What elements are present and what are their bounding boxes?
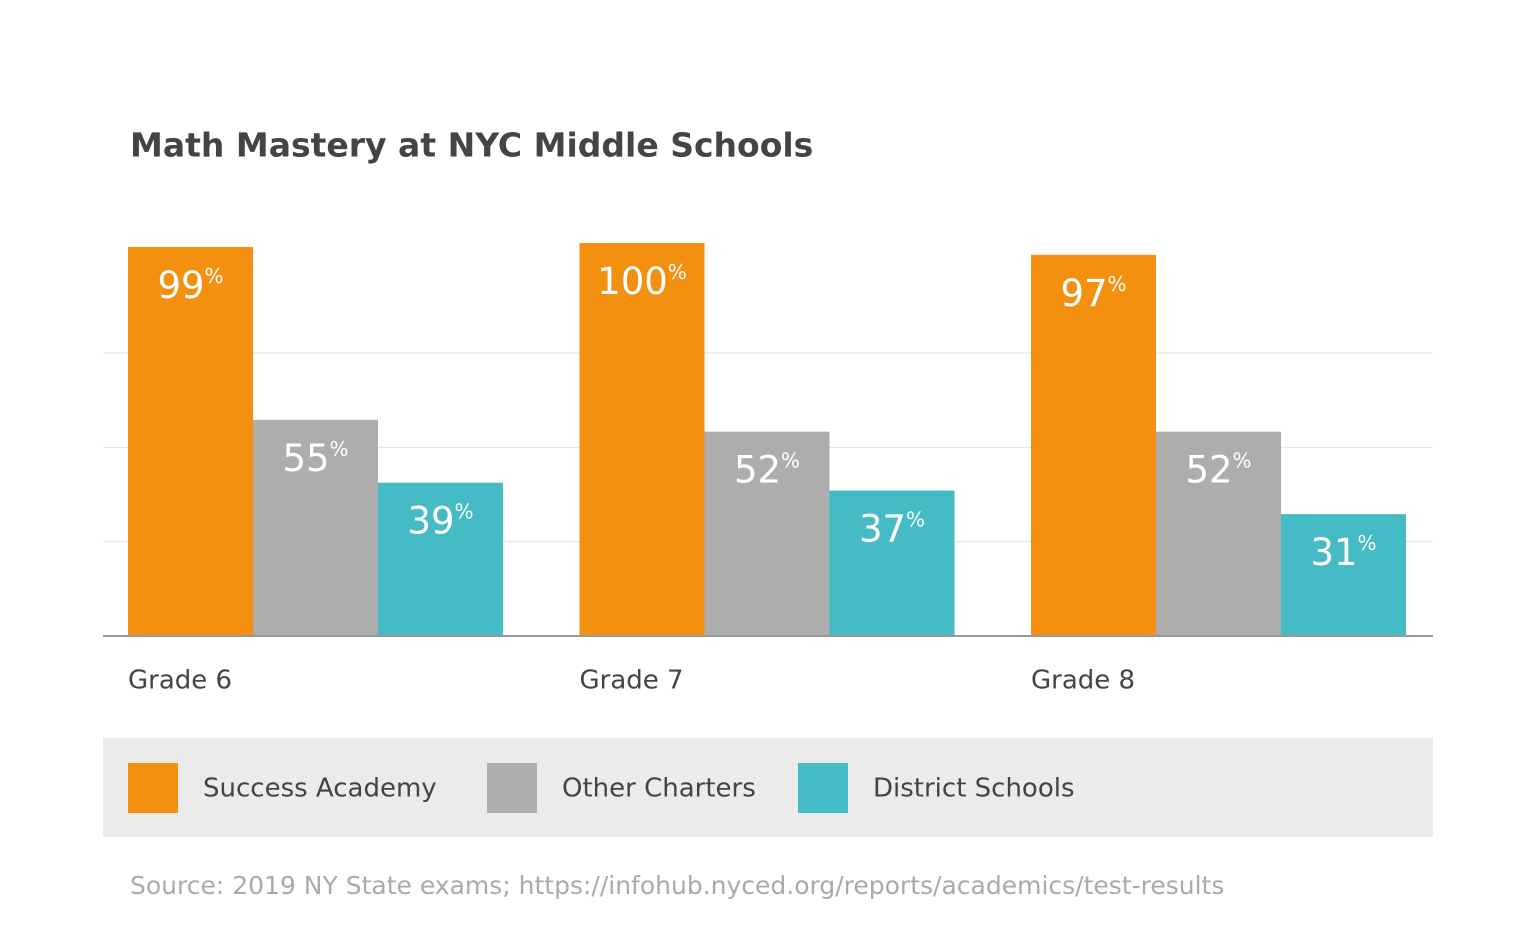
chart-title: Math Mastery at NYC Middle Schools	[130, 126, 813, 165]
legend-swatch	[128, 763, 178, 813]
bar	[1156, 431, 1281, 636]
bar	[704, 431, 830, 636]
legend-swatch	[798, 763, 848, 813]
legend-swatch	[487, 763, 537, 813]
bar	[829, 490, 955, 636]
bar	[579, 243, 705, 636]
value-label: 31%	[1310, 531, 1376, 574]
value-label: 97%	[1060, 271, 1126, 314]
value-label: 52%	[1185, 448, 1251, 491]
bar	[253, 419, 378, 636]
legend-box	[103, 738, 1433, 837]
x-tick-label: Grade 7	[580, 666, 684, 696]
x-tick-label: Grade 6	[128, 666, 232, 696]
value-label: 39%	[407, 499, 473, 542]
value-label: 55%	[282, 436, 348, 479]
bar	[128, 246, 253, 636]
x-tick-label: Grade 8	[1031, 666, 1135, 696]
legend-label: Success Academy	[203, 774, 437, 804]
legend-label: Other Charters	[562, 774, 756, 804]
bar	[378, 482, 503, 636]
legend-label: District Schools	[873, 774, 1075, 804]
value-label: 99%	[157, 263, 223, 306]
value-label: 52%	[734, 448, 800, 491]
source-note: Source: 2019 NY State exams; https://inf…	[130, 871, 1224, 900]
bar	[1281, 514, 1406, 636]
value-label: 37%	[859, 507, 925, 550]
value-label: 100%	[597, 260, 687, 303]
bar	[1031, 254, 1156, 637]
